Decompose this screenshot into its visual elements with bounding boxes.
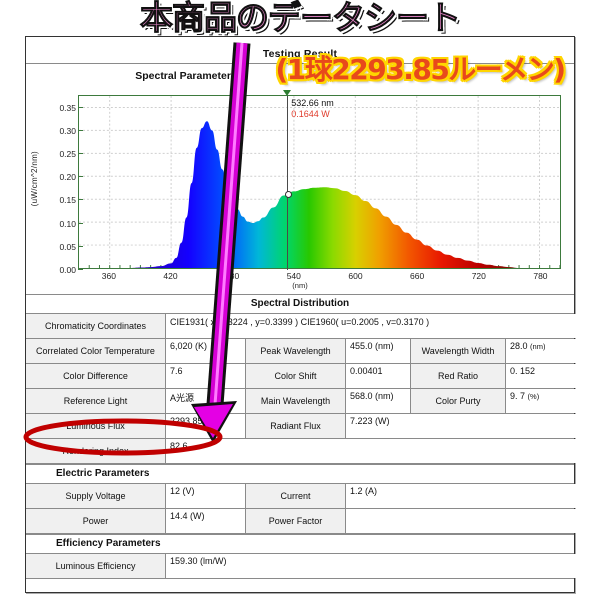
- row-value: 159.30 (lm/W): [166, 554, 576, 578]
- row-label: Rendering Index: [26, 439, 166, 463]
- row-value-2: 455.0 (nm): [346, 339, 411, 363]
- row-value-2: 0.00401: [346, 364, 411, 388]
- row-value: 12 (V): [166, 484, 246, 508]
- row-label: Luminous Efficiency: [26, 554, 166, 578]
- row-value-2: 568.0 (nm): [346, 389, 411, 413]
- table-row-spectral-2: Color Difference7.6Color Shift0.00401Red…: [26, 364, 574, 389]
- marker-power-label: 0.1644 W: [291, 109, 334, 120]
- section-efficiency-parameters: Efficiency Parameters: [26, 534, 574, 554]
- chart-x-tick: 660: [397, 271, 437, 281]
- chart-spectrum-curve: [79, 96, 560, 268]
- row-label-2: Peak Wavelength: [246, 339, 346, 363]
- chart-x-tick: 600: [335, 271, 375, 281]
- table-row-electric-1: Power14.4 (W)Power Factor: [26, 509, 574, 534]
- row-value: 82.6: [166, 439, 576, 463]
- row-label: Power: [26, 509, 166, 533]
- row-label-2: Current: [246, 484, 346, 508]
- chart-y-tick-mark: [78, 199, 83, 200]
- section-spectral-distribution-title: Spectral Distribution: [26, 298, 574, 309]
- promo-title: 本商品のデータシート: [0, 0, 600, 38]
- row-value: CIE1931( x=0.3224 , y=0.3399 ) CIE1960( …: [166, 314, 576, 338]
- row-value-3: 9. 7 (%): [506, 389, 576, 413]
- chart-y-tick: 0.35: [28, 103, 76, 113]
- row-label-2: Radiant Flux: [246, 414, 346, 438]
- row-value: 6,020 (K): [166, 339, 246, 363]
- section-electric-parameters-title: Electric Parameters: [56, 468, 149, 479]
- table-row-efficiency-0: Luminous Efficiency159.30 (lm/W): [26, 554, 574, 579]
- chart-y-tick-mark: [78, 269, 83, 270]
- chart-y-tick-labels: 0.000.050.100.150.200.250.300.35: [26, 95, 76, 269]
- row-label: Correlated Color Temperature: [26, 339, 166, 363]
- chart-x-tick: 720: [459, 271, 499, 281]
- chart-y-tick-mark: [78, 153, 83, 154]
- row-label: Supply Voltage: [26, 484, 166, 508]
- chart-y-tick: 0.20: [28, 172, 76, 182]
- chart-y-tick: 0.00: [28, 265, 76, 275]
- chart-y-tick: 0.05: [28, 242, 76, 252]
- row-label-2: Color Shift: [246, 364, 346, 388]
- table-row-spectral-1: Correlated Color Temperature6,020 (K)Pea…: [26, 339, 574, 364]
- row-value-3: 28.0 (nm): [506, 339, 576, 363]
- row-label: Color Difference: [26, 364, 166, 388]
- table-row-spectral-4: Luminous Flux2293.85 (lm)Radiant Flux7.2…: [26, 414, 574, 439]
- table-row-spectral-5: Rendering Index82.6: [26, 439, 574, 464]
- row-value: 2293.85 (lm): [166, 414, 246, 438]
- row-value: 14.4 (W): [166, 509, 246, 533]
- table-row-spectral-3: Reference LightA光源Main Wavelength568.0 (…: [26, 389, 574, 414]
- chart-marker-readout: 532.66 nm 0.1644 W: [291, 98, 334, 120]
- row-label-2: Power Factor: [246, 509, 346, 533]
- chart-y-tick-mark: [78, 246, 83, 247]
- table-row-electric-0: Supply Voltage12 (V)Current1.2 (A): [26, 484, 574, 509]
- chart-y-tick-mark: [78, 176, 83, 177]
- section-title-spectral-parameters: Spectral Parameters: [26, 70, 346, 82]
- chart-x-tick: 480: [212, 271, 252, 281]
- row-value: A光源: [166, 389, 246, 413]
- row-value: 7.6: [166, 364, 246, 388]
- divider: [26, 63, 574, 64]
- row-label-3: Color Purty: [411, 389, 506, 413]
- row-value-2: 1.2 (A): [346, 484, 576, 508]
- row-label-3: Wavelength Width: [411, 339, 506, 363]
- marker-wavelength-label: 532.66 nm: [291, 98, 334, 109]
- row-label: Chromaticity Coordinates: [26, 314, 166, 338]
- chart-x-tick: 780: [520, 271, 560, 281]
- section-electric-parameters: Electric Parameters: [26, 464, 574, 484]
- chart-x-tick: 360: [89, 271, 129, 281]
- datasheet-document: Testing Result Spectral Parameters (uW/c…: [25, 36, 575, 593]
- chart-y-tick: 0.30: [28, 126, 76, 136]
- spectral-parameters-band: Spectral Parameters: [26, 67, 574, 89]
- report-heading: Testing Result: [26, 48, 574, 60]
- spectral-chart: (uW/cm^2/nm) 0.000.050.100.150.200.250.3…: [26, 89, 574, 294]
- row-label-2: Main Wavelength: [246, 389, 346, 413]
- chart-y-tick-mark: [78, 130, 83, 131]
- row-label-3: Red Ratio: [411, 364, 506, 388]
- chart-y-tick: 0.25: [28, 149, 76, 159]
- row-value-2: 7.223 (W): [346, 414, 576, 438]
- chart-x-tick: 420: [150, 271, 190, 281]
- chart-x-axis-title: (nm): [26, 281, 574, 290]
- table-row-spectral-0: Chromaticity CoordinatesCIE1931( x=0.322…: [26, 314, 574, 339]
- chart-x-tick: 540: [274, 271, 314, 281]
- section-efficiency-parameters-title: Efficiency Parameters: [56, 538, 161, 549]
- marker-triangle-icon: [283, 90, 291, 96]
- chart-y-tick: 0.10: [28, 219, 76, 229]
- chart-y-tick: 0.15: [28, 195, 76, 205]
- chart-plot-area: 532.66 nm 0.1644 W: [78, 95, 561, 269]
- row-value-2: [346, 509, 576, 533]
- row-value-3: 0. 152: [506, 364, 576, 388]
- chart-marker-line: 532.66 nm 0.1644 W: [287, 96, 288, 270]
- chart-y-tick-mark: [78, 223, 83, 224]
- row-label: Reference Light: [26, 389, 166, 413]
- section-spectral-distribution: Spectral Distribution: [26, 294, 574, 314]
- chart-y-tick-mark: [78, 107, 83, 108]
- row-label: Luminous Flux: [26, 414, 166, 438]
